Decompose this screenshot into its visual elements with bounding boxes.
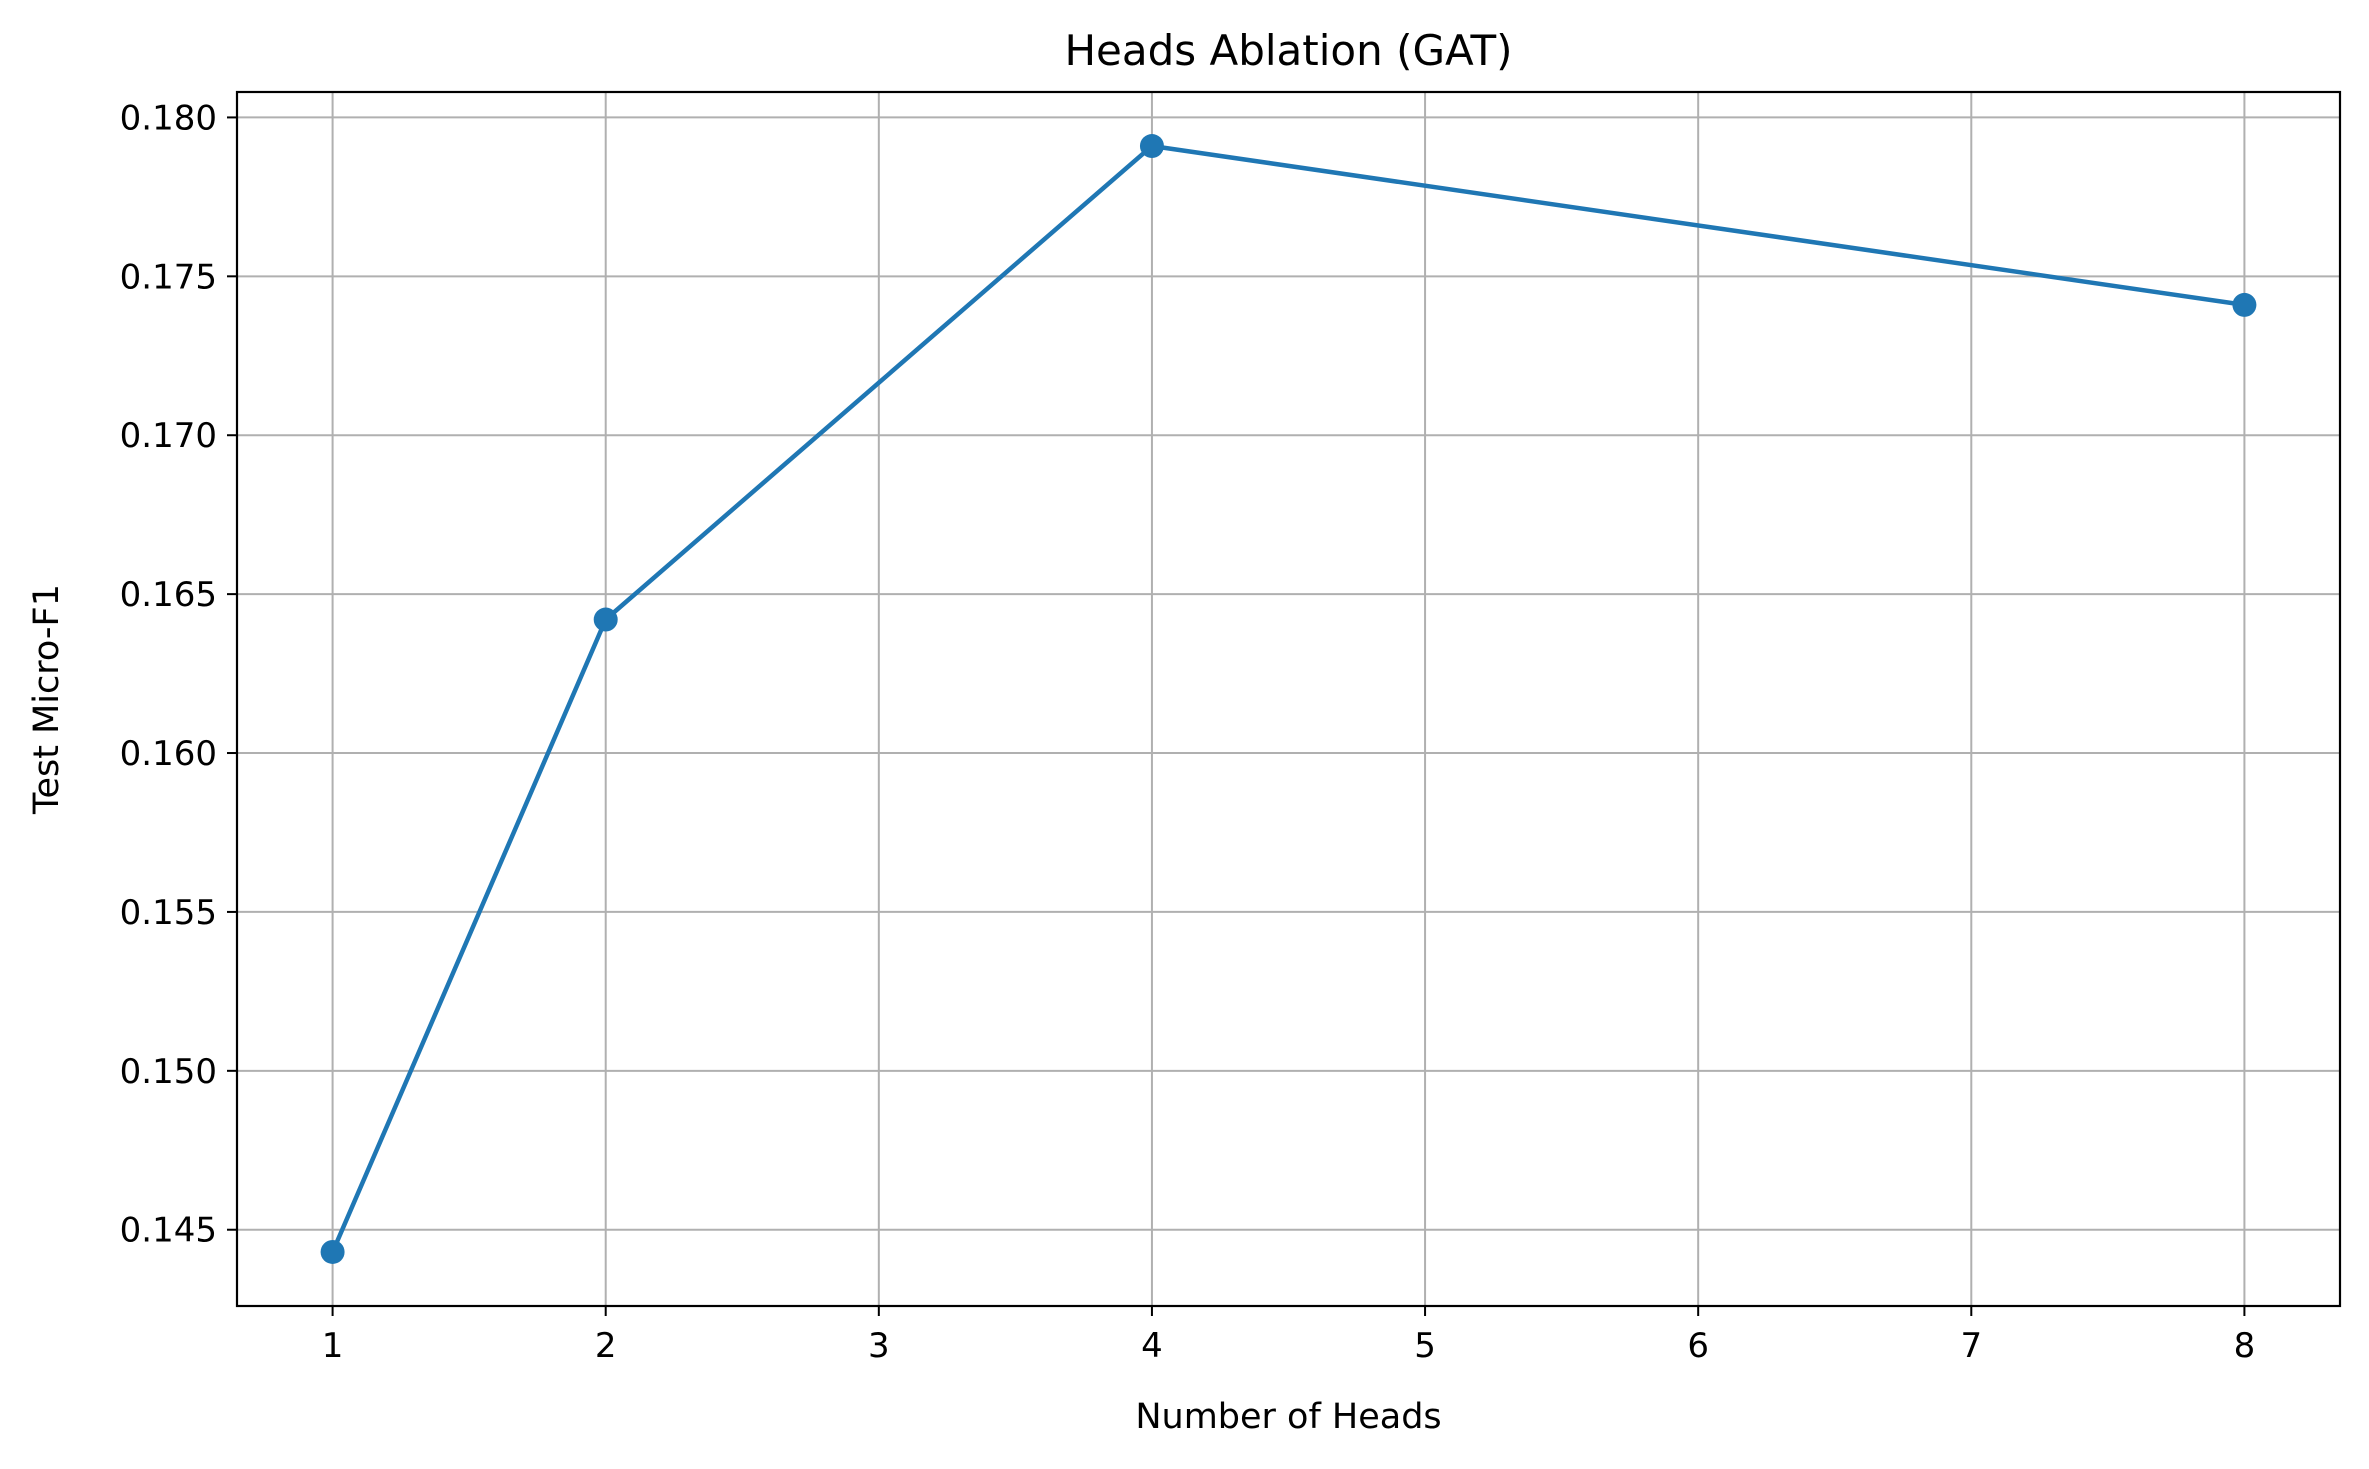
x-tick-label: 5 bbox=[1414, 1326, 1436, 1366]
data-point bbox=[2232, 292, 2257, 317]
x-tick-label: 6 bbox=[1687, 1326, 1709, 1366]
y-axis: 0.145 0.150 0.155 0.160 0.165 0.170 0.175 0.180 bbox=[120, 98, 237, 1251]
chart-title: Heads Ablation (GAT) bbox=[1064, 26, 1512, 75]
y-tick-label: 0.160 bbox=[120, 734, 217, 774]
y-tick-label: 0.180 bbox=[120, 98, 217, 138]
x-tick-label: 3 bbox=[868, 1326, 890, 1366]
x-tick-label: 4 bbox=[1141, 1326, 1163, 1366]
data-point bbox=[1139, 134, 1164, 159]
series-line bbox=[330, 143, 2245, 1253]
x-tick-label: 8 bbox=[2234, 1326, 2256, 1366]
y-tick-label: 0.175 bbox=[120, 257, 217, 297]
y-tick-label: 0.145 bbox=[120, 1211, 217, 1251]
series-layer bbox=[320, 134, 2257, 1264]
data-point bbox=[593, 607, 618, 632]
x-axis-title: Number of Heads bbox=[1135, 1397, 1441, 1437]
x-tick-label: 7 bbox=[1960, 1326, 1982, 1366]
y-tick-label: 0.165 bbox=[120, 575, 217, 615]
y-tick-label: 0.150 bbox=[120, 1052, 217, 1092]
y-axis-title: Test Micro-F1 bbox=[27, 584, 67, 815]
grid bbox=[237, 92, 2340, 1306]
x-tick-label: 1 bbox=[322, 1326, 344, 1366]
y-tick-label: 0.155 bbox=[120, 893, 217, 933]
x-axis: 1 2 3 4 5 6 7 8 bbox=[322, 1306, 2255, 1366]
y-tick-label: 0.170 bbox=[120, 416, 217, 456]
data-point bbox=[320, 1239, 345, 1264]
plot-frame bbox=[235, 90, 2342, 1308]
x-tick-label: 2 bbox=[595, 1326, 617, 1366]
